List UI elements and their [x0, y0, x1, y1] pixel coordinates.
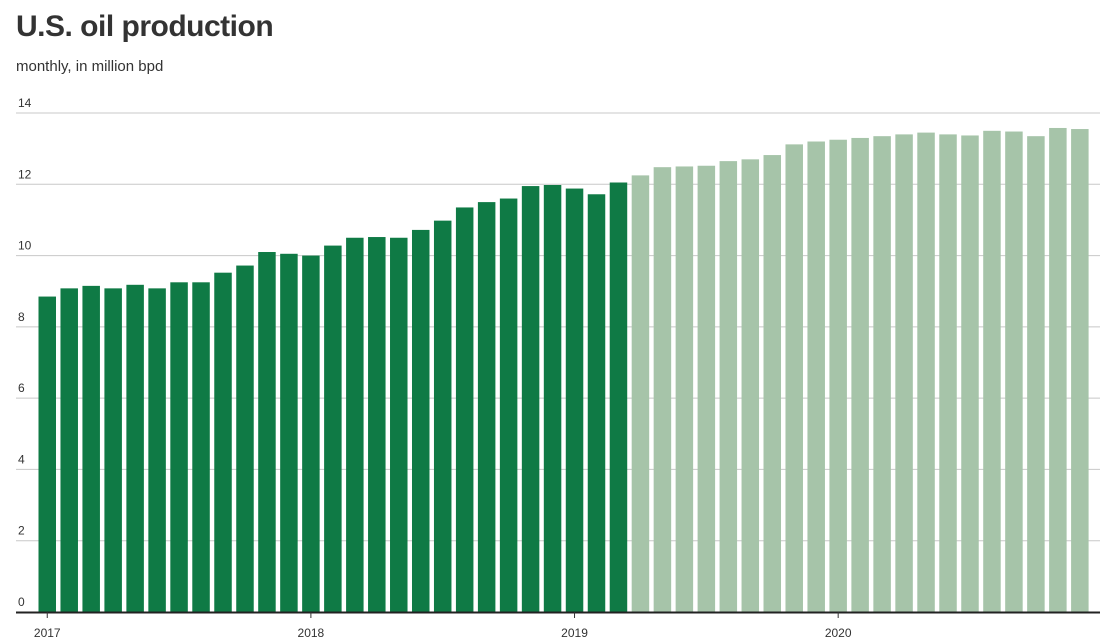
y-tick-label-12: 12 — [18, 167, 32, 181]
bar-forecast-31 — [719, 161, 738, 612]
bar-actual-11 — [280, 253, 298, 613]
bar-actual-13 — [324, 245, 342, 612]
bar-forecast-34 — [785, 144, 803, 612]
bar-forecast-40 — [917, 132, 935, 612]
bar-actual-5 — [148, 288, 166, 612]
bar-forecast-30 — [697, 165, 716, 612]
bar-forecast-37 — [851, 137, 869, 612]
bar-actual-18 — [433, 220, 452, 612]
bar-actual-6 — [170, 282, 188, 612]
bar-actual-23 — [543, 185, 562, 612]
bar-forecast-28 — [653, 167, 672, 612]
bar-forecast-27 — [631, 175, 650, 613]
bar-actual-22 — [521, 186, 540, 612]
bar-forecast-47 — [1071, 129, 1089, 613]
bar-actual-2 — [82, 285, 100, 612]
bars — [38, 127, 1089, 613]
bar-forecast-39 — [895, 134, 913, 612]
bar-forecast-32 — [741, 159, 760, 612]
bar-actual-19 — [455, 207, 474, 612]
bar-actual-4 — [126, 284, 144, 612]
bar-actual-0 — [38, 296, 56, 612]
bar-forecast-36 — [829, 139, 847, 613]
bar-forecast-38 — [873, 136, 891, 613]
bar-actual-8 — [214, 272, 232, 612]
y-tick-label-10: 10 — [18, 239, 32, 253]
bar-actual-25 — [587, 194, 606, 612]
y-tick-label-2: 2 — [18, 524, 25, 538]
bar-actual-10 — [258, 252, 276, 612]
bar-actual-20 — [477, 202, 496, 613]
y-tick-label-8: 8 — [18, 310, 25, 324]
bar-forecast-41 — [939, 134, 957, 612]
x-tick-label-2017: 2017 — [34, 626, 61, 640]
bar-forecast-46 — [1049, 127, 1067, 612]
bar-actual-1 — [60, 288, 78, 612]
chart-subtitle: monthly, in million bpd — [16, 58, 164, 75]
bar-forecast-45 — [1027, 136, 1045, 613]
y-tick-label-14: 14 — [18, 96, 32, 110]
bar-actual-17 — [411, 229, 430, 612]
bar-forecast-43 — [983, 130, 1001, 612]
bar-forecast-33 — [763, 155, 782, 612]
bar-actual-21 — [499, 198, 518, 613]
x-tick-label-2020: 2020 — [825, 626, 852, 640]
bar-actual-15 — [368, 237, 386, 613]
bar-actual-7 — [192, 282, 210, 612]
bar-actual-14 — [346, 237, 364, 612]
axes: 0 2 4 6 8 10 12 14 2017 2018 2019 2020 — [16, 96, 1100, 640]
bar-forecast-35 — [807, 141, 825, 612]
bar-actual-9 — [236, 265, 254, 612]
y-tick-label-0: 0 — [18, 595, 25, 609]
bar-actual-16 — [390, 237, 408, 612]
x-tick-label-2019: 2019 — [561, 626, 588, 640]
x-tick-label-2018: 2018 — [298, 626, 325, 640]
bar-forecast-44 — [1005, 131, 1023, 612]
y-tick-label-6: 6 — [18, 381, 25, 395]
bar-actual-12 — [302, 255, 320, 612]
bar-forecast-29 — [675, 166, 694, 612]
y-tick-label-4: 4 — [18, 452, 25, 466]
bar-actual-3 — [104, 288, 122, 612]
bar-actual-24 — [565, 188, 584, 612]
bar-actual-26 — [609, 182, 628, 612]
chart-title: U.S. oil production — [16, 10, 274, 43]
bar-forecast-42 — [961, 135, 979, 612]
